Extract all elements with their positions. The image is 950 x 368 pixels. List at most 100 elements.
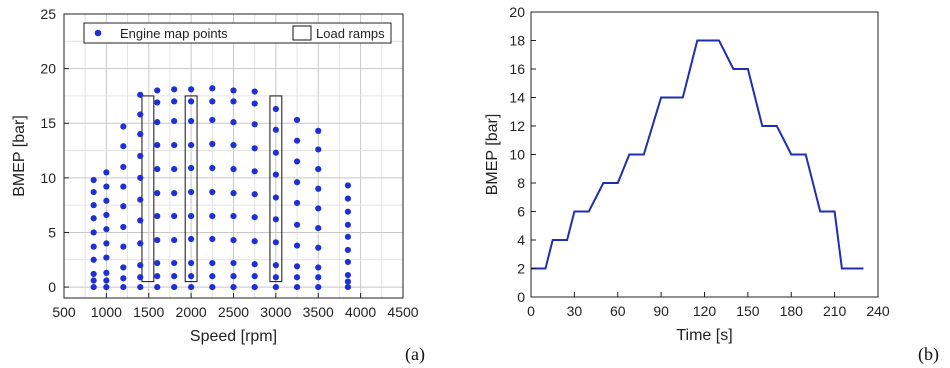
grid (63, 13, 404, 298)
map-point (90, 277, 97, 284)
map-point (293, 179, 301, 186)
map-point (315, 264, 322, 271)
map-point (251, 145, 258, 152)
y-tick-label: 6 (517, 204, 525, 220)
x-tick-label: 2000 (176, 304, 207, 320)
map-point (154, 190, 161, 197)
map-point (188, 259, 195, 267)
map-point (154, 259, 161, 267)
map-point (293, 283, 301, 291)
map-point (90, 188, 97, 196)
map-point (103, 269, 110, 276)
map-point (230, 237, 237, 244)
map-point (103, 211, 110, 219)
map-point (171, 98, 178, 105)
map-point (137, 283, 144, 291)
x-tick-label: 60 (610, 303, 626, 319)
map-point (103, 240, 110, 247)
map-point (171, 86, 178, 93)
map-point (251, 100, 258, 107)
map-point (137, 262, 144, 269)
map-point (171, 237, 178, 244)
map-point (293, 158, 301, 165)
x-tick-label: 3000 (260, 304, 291, 320)
map-point (230, 166, 237, 173)
x-ticks: 500 1000 1500 2000 2500 3000 3500 4000 4500 (52, 293, 419, 320)
y-tick-label: 0 (48, 279, 56, 295)
map-point (315, 205, 322, 212)
map-point (293, 274, 301, 281)
legend-frame (83, 22, 392, 44)
map-point (137, 91, 144, 98)
x-tick-label: 180 (780, 303, 804, 319)
engine-map-chart: 500 1000 1500 2000 2500 3000 3500 4000 4500 0 5 10… (11, 6, 425, 365)
map-point (272, 171, 279, 178)
legend-label-points: Engine map points (120, 26, 228, 41)
x-tick-label: 500 (52, 304, 76, 320)
map-point (120, 163, 127, 171)
bmep-time-chart: 0 30 60 90 120 150 180 210 240 0 2 4 6 8 10 12 14 16 18 20… (484, 4, 939, 365)
map-point (251, 88, 258, 95)
map-point (154, 166, 161, 173)
map-point (315, 244, 322, 251)
map-point (209, 98, 216, 105)
x-tick-label: 1500 (133, 304, 164, 320)
map-point (103, 169, 110, 176)
y-tick-label: 16 (509, 61, 525, 77)
map-point (272, 239, 279, 246)
map-point (188, 235, 195, 243)
y-tick-label: 10 (509, 147, 525, 163)
y-tick-label: 15 (40, 115, 56, 131)
y-ticks: 0 5 10 15 20 25 (40, 6, 69, 295)
map-point (120, 143, 127, 150)
x-tick-label: 90 (653, 303, 669, 319)
map-point (90, 283, 97, 291)
x-tick-label: 240 (866, 303, 890, 319)
map-point (209, 283, 216, 291)
map-point (120, 123, 127, 130)
y-tick-label: 18 (509, 33, 525, 49)
map-point (315, 185, 322, 192)
map-point (315, 283, 322, 291)
map-point (230, 87, 237, 94)
map-point (188, 141, 195, 149)
map-point (272, 216, 279, 223)
map-point (90, 243, 97, 250)
load-ramp-box (269, 95, 283, 283)
x-axis-label: Time [s] (676, 327, 732, 344)
map-point (137, 217, 144, 224)
map-point (171, 166, 178, 173)
map-point (154, 119, 161, 126)
map-point (230, 259, 237, 267)
map-point (188, 212, 195, 220)
map-point (293, 242, 301, 249)
map-point (137, 240, 144, 247)
y-tick-label: 14 (509, 90, 525, 106)
map-point (251, 238, 258, 245)
map-point (251, 273, 258, 280)
bmep-series-line (531, 39, 864, 270)
map-point (171, 212, 178, 220)
map-point (120, 264, 127, 271)
map-point (344, 208, 352, 215)
map-point (103, 283, 110, 291)
x-tick-label: 210 (823, 303, 847, 319)
map-point (120, 203, 127, 210)
x-tick-label: 3500 (303, 304, 334, 320)
map-point (315, 224, 322, 232)
x-tick-label: 4000 (345, 304, 376, 320)
map-point (251, 121, 258, 128)
map-point (188, 283, 195, 291)
map-point (230, 141, 237, 149)
map-point (154, 141, 161, 149)
map-point (230, 273, 237, 280)
x-tick-label: 4500 (387, 304, 418, 320)
map-point (90, 256, 97, 263)
map-point (154, 99, 161, 106)
y-tick-label: 4 (517, 232, 525, 248)
x-ticks: 0 30 60 90 120 150 180 210 240 (527, 292, 890, 319)
x-tick-label: 2500 (218, 304, 249, 320)
map-point (272, 105, 279, 113)
map-point (90, 229, 97, 236)
map-point (315, 166, 322, 173)
